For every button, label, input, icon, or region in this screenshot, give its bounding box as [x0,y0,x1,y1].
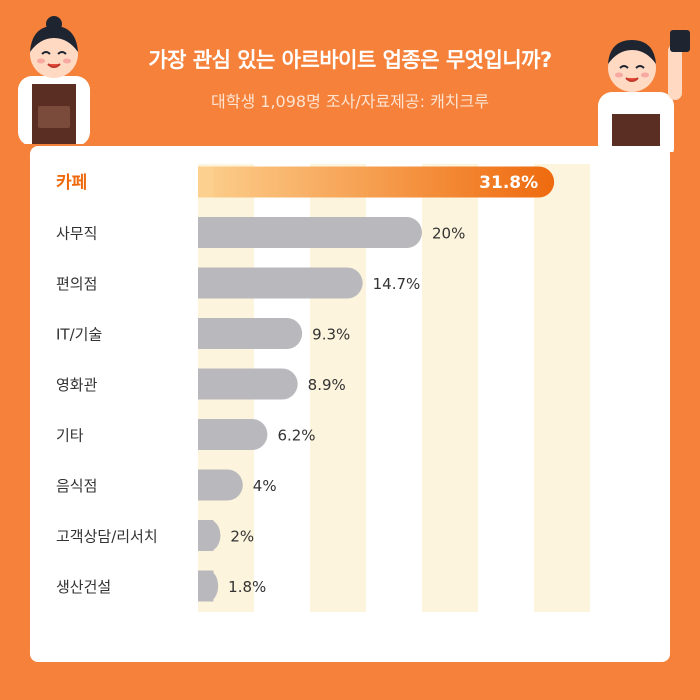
bar-8-cap [198,570,214,602]
chart-title: 가장 관심 있는 아르바이트 업종은 무엇입니까? [148,48,552,72]
bar-2-cap [198,267,214,299]
category-label: 음식점 [56,477,97,495]
value-label: 4% [253,477,277,495]
bar-5-cap [198,419,214,450]
category-label: 생산건설 [56,578,111,596]
value-label: 9.3% [312,326,350,344]
category-label: 고객상담/리서치 [56,528,158,546]
category-label: 편의점 [56,275,97,293]
category-label: 영화관 [56,376,98,394]
bar-5 [198,419,268,450]
bar-chart: 카페 31.8% 사무직 20% 편의점 14.7% IT/기술 9.3% 영화관 8.9% 기타 6… [56,164,590,612]
chart-card: 카페 31.8% 사무직 20% 편의점 14.7% IT/기술 9.3% 영화관 8.9% 기타 6… [30,146,670,662]
bar-0 [198,166,555,198]
bar-0-cap [198,166,214,198]
value-label: 20% [432,225,465,243]
category-label: 사무직 [56,225,97,243]
bar-1 [198,217,422,248]
bar-6-cap [198,469,214,501]
barista-character-right [590,22,695,162]
category-label: 기타 [56,427,84,445]
bar-3 [198,318,303,349]
value-label: 6.2% [277,427,315,445]
barista-character-left [8,14,100,146]
value-label: 14.7% [373,275,421,293]
bar-4 [198,368,298,400]
bar-1-cap [198,217,214,248]
value-label: 8.9% [308,376,346,394]
bar-4-cap [198,368,214,400]
category-label: 카페 [56,173,87,193]
bar-7-cap [198,520,214,551]
bar-2 [198,267,363,299]
category-label: IT/기술 [56,326,102,344]
grid-band [422,164,478,612]
grid-band [534,164,590,612]
value-label: 2% [230,528,254,546]
value-label: 31.8% [479,173,538,193]
value-label: 1.8% [228,578,266,596]
bar-3-cap [198,318,214,349]
chart-subtitle: 대학생 1,098명 조사/자료제공: 캐치크루 [211,92,489,111]
